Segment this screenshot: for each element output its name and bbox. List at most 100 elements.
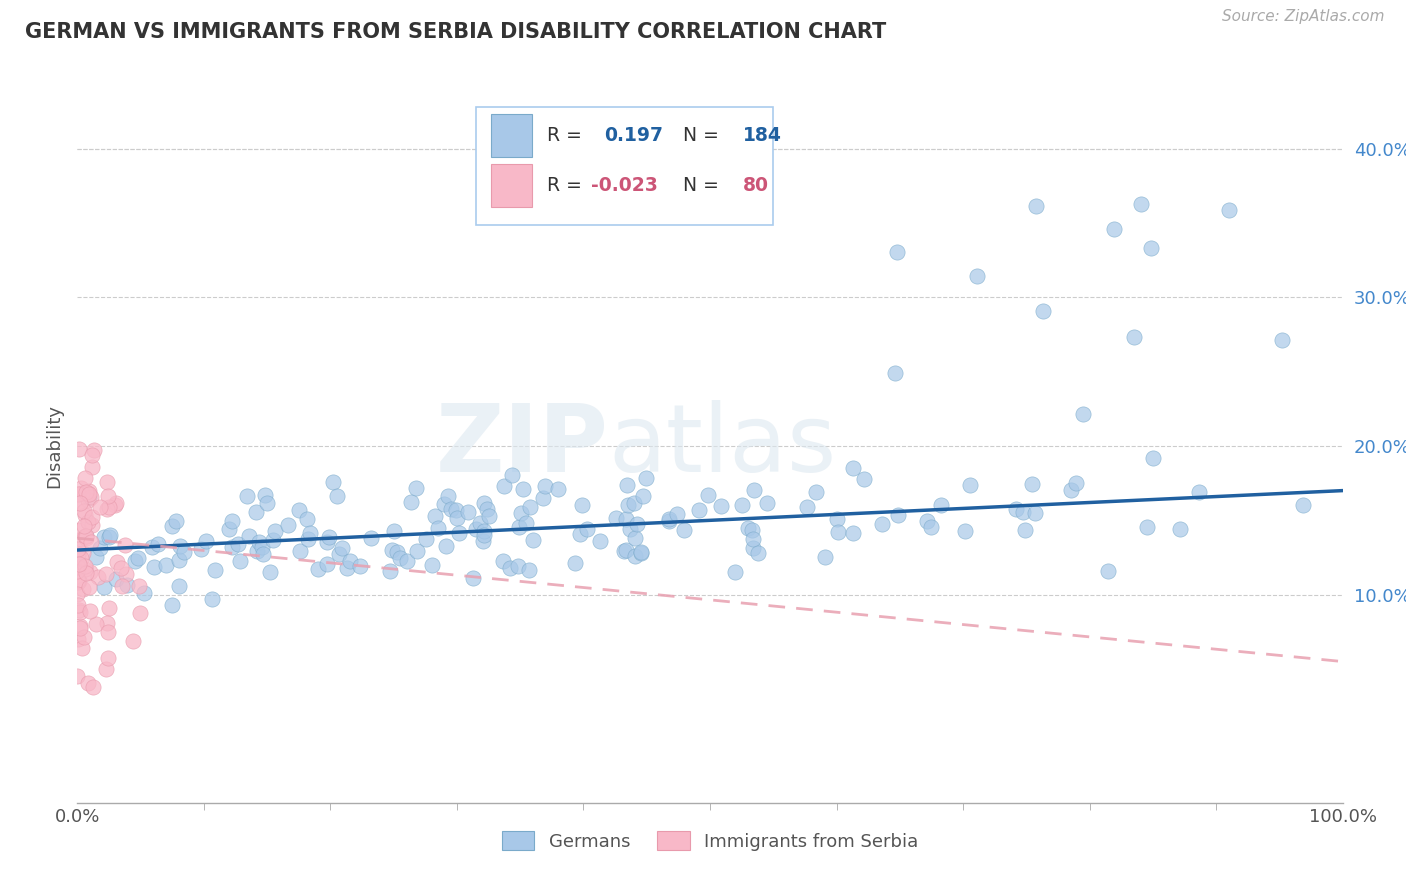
Point [472, 524, 495, 538]
Point [77, 486, 100, 500]
Point [190, 541, 212, 556]
Point [517, 563, 540, 577]
Point [254, 488, 277, 502]
Point [328, 548, 350, 562]
Point [870, 517, 893, 532]
Point [77, 580, 100, 594]
Point [731, 499, 754, 513]
Point [842, 525, 865, 540]
Point [259, 566, 281, 580]
Point [886, 245, 908, 260]
Point [160, 598, 183, 612]
Point [1142, 450, 1164, 465]
Point [67, 487, 90, 501]
Point [228, 537, 250, 551]
Point [696, 488, 718, 502]
Point [315, 557, 337, 571]
Point [966, 268, 988, 283]
Point [959, 478, 981, 492]
Point [1071, 407, 1094, 421]
Point [405, 481, 427, 495]
Point [915, 514, 938, 528]
Point [349, 559, 371, 574]
Point [77, 676, 100, 690]
Point [589, 534, 612, 549]
Text: atlas: atlas [609, 400, 837, 492]
Point [80, 518, 103, 533]
Point [124, 554, 146, 568]
Point [167, 579, 190, 593]
Point [155, 558, 177, 572]
Text: Source: ZipAtlas.com: Source: ZipAtlas.com [1222, 9, 1385, 24]
Text: 80: 80 [742, 176, 769, 195]
Point [1102, 221, 1125, 235]
Point [425, 508, 447, 523]
Point [533, 479, 555, 493]
Point [160, 519, 183, 533]
Point [75, 531, 97, 545]
Point [115, 577, 138, 591]
Text: R =: R = [547, 126, 582, 145]
Point [298, 526, 321, 541]
Point [853, 472, 876, 486]
Text: N =: N = [683, 176, 720, 195]
Point [1032, 304, 1054, 318]
Point [67, 603, 90, 617]
Point [742, 483, 765, 497]
Point [73, 529, 96, 543]
Point [634, 470, 657, 484]
Point [72, 546, 94, 560]
Point [468, 516, 491, 530]
Point [630, 546, 652, 560]
Point [97, 500, 120, 515]
Point [955, 524, 977, 538]
Point [564, 557, 586, 571]
Point [472, 496, 495, 510]
Point [616, 478, 638, 492]
Point [77, 483, 100, 498]
Point [69, 605, 91, 619]
Point [252, 547, 274, 561]
Point [506, 558, 529, 573]
Point [93, 530, 115, 544]
Text: ZIP: ZIP [436, 400, 609, 492]
Point [70, 551, 93, 566]
Point [472, 534, 495, 549]
Point [710, 499, 733, 513]
Point [110, 561, 132, 575]
Point [69, 481, 91, 495]
Point [75, 529, 97, 543]
Point [75, 529, 97, 543]
Point [263, 524, 285, 538]
Point [262, 533, 284, 547]
Point [76, 515, 98, 529]
Point [804, 485, 827, 500]
Point [1014, 523, 1036, 537]
Point [1218, 203, 1240, 218]
Point [478, 508, 501, 523]
Point [94, 567, 117, 582]
Point [72, 485, 94, 500]
Point [547, 483, 569, 497]
Point [461, 571, 484, 585]
Point [399, 495, 422, 509]
Point [747, 546, 769, 560]
Point [97, 624, 120, 639]
Point [440, 501, 463, 516]
Point [433, 497, 456, 511]
Point [614, 542, 637, 557]
Point [97, 601, 120, 615]
Point [104, 572, 127, 586]
Point [395, 554, 418, 568]
Point [82, 448, 104, 462]
Point [494, 479, 516, 493]
Point [1064, 475, 1087, 490]
Point [288, 503, 311, 517]
Point [457, 505, 479, 519]
Point [929, 498, 952, 512]
Point [96, 502, 118, 516]
Point [723, 565, 745, 579]
Point [229, 554, 252, 568]
Point [1122, 330, 1144, 344]
Point [250, 540, 273, 554]
